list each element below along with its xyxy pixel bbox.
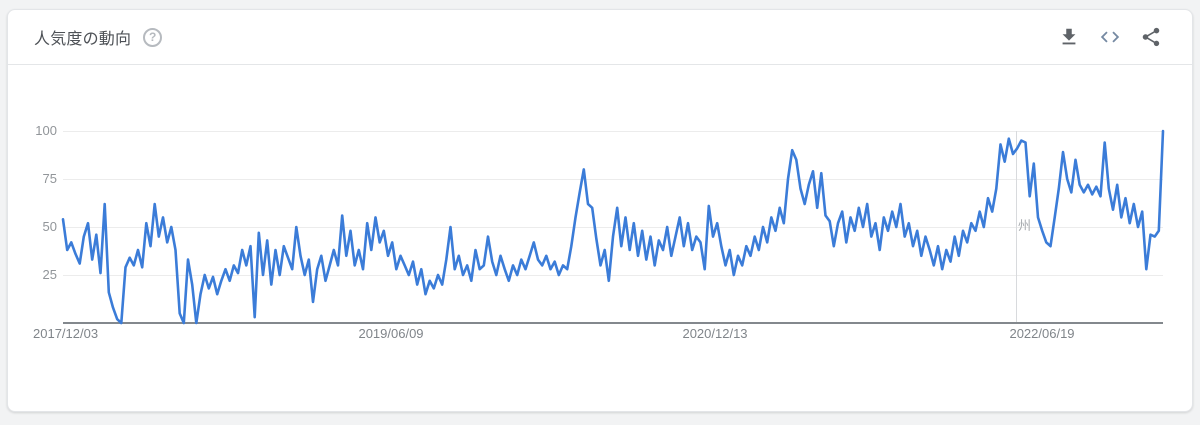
x-tick-label-2: 2020/12/13	[682, 326, 748, 341]
gridline-25	[63, 275, 1163, 276]
vertical-marker-line	[1016, 131, 1017, 322]
y-tick-label-25: 25	[42, 267, 57, 282]
embed-code-icon[interactable]	[1099, 26, 1121, 48]
marker-annotation: 州	[1018, 218, 1032, 233]
y-tick-label-75: 75	[42, 171, 57, 186]
download-icon[interactable]	[1058, 26, 1080, 48]
y-tick-label-100: 100	[35, 123, 57, 138]
share-icon[interactable]	[1140, 26, 1162, 48]
gridline-75	[63, 179, 1163, 180]
x-tick-label-0: 2017/12/03	[33, 326, 99, 341]
header-actions	[1058, 26, 1166, 48]
gridline-50	[63, 227, 1163, 228]
help-icon[interactable]: ?	[143, 27, 163, 47]
card-header: 人気度の動向 ?	[8, 10, 1192, 65]
x-tick-label-1: 2019/06/09	[358, 326, 424, 341]
page-title: 人気度の動向	[34, 31, 132, 48]
gridline-100	[63, 131, 1163, 132]
y-tick-label-50: 50	[42, 219, 57, 234]
x-tick-label-3: 2022/06/19	[1009, 326, 1075, 341]
x-axis-line	[63, 322, 1163, 324]
